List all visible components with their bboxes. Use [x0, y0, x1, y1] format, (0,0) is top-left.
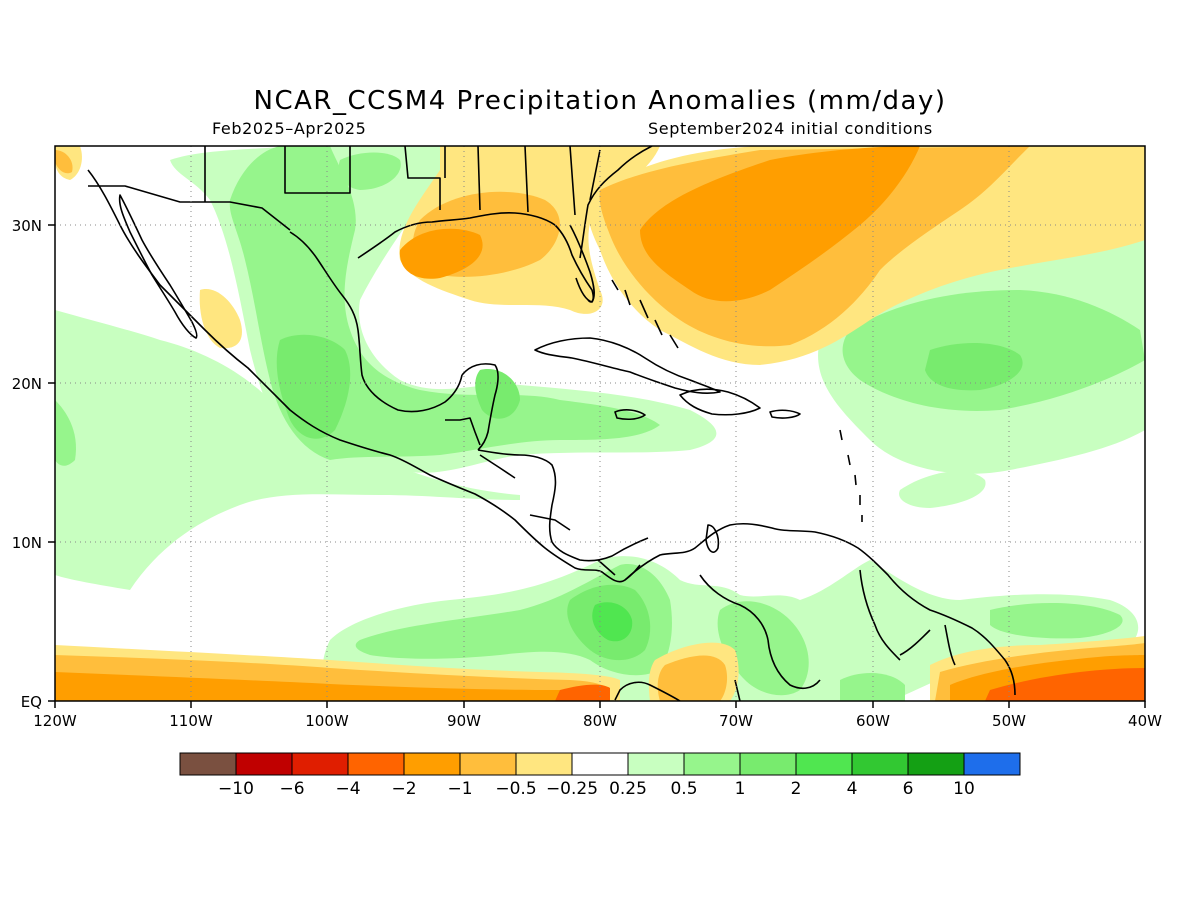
lon-tick-label: 80W	[583, 712, 617, 730]
anomaly-region-green	[717, 601, 809, 696]
anomaly-region-medium-green	[475, 369, 520, 419]
lon-tick-label: 120W	[33, 712, 77, 730]
anomaly-field	[55, 146, 1145, 701]
anomaly-region-yellow-orange	[657, 655, 728, 701]
colorbar-swatch	[459, 752, 517, 776]
anomaly-region-light-green	[899, 471, 986, 508]
map-title: NCAR_CCSM4 Precipitation Anomalies (mm/d…	[253, 86, 947, 116]
lat-axis-labels: EQ 10N 20N 30N	[12, 217, 42, 711]
colorbar-swatch	[403, 752, 461, 776]
lat-tick-label: EQ	[21, 693, 42, 711]
colorbar-label: −6	[279, 779, 304, 799]
anomaly-region-green	[990, 603, 1123, 639]
anomaly-region-orange	[640, 146, 920, 302]
anomaly-region-orange	[399, 228, 483, 279]
colorbar-label: 1	[735, 779, 746, 799]
lon-tick-label: 40W	[1128, 712, 1162, 730]
colorbar-label: 6	[903, 779, 914, 799]
colorbar: −10 −6 −4 −2 −1 −0.5 −0.25 0.25 0.5 1 2 4 6 10	[179, 752, 1021, 799]
lon-tick-label: 70W	[719, 712, 753, 730]
forecast-period: Feb2025–Apr2025	[212, 119, 367, 138]
colorbar-label: 0.25	[609, 779, 647, 799]
colorbar-swatch	[235, 752, 293, 776]
colorbar-label: 10	[953, 779, 975, 799]
colorbar-label: 4	[847, 779, 858, 799]
lon-tick-label: 60W	[856, 712, 890, 730]
colorbar-swatch	[627, 752, 685, 776]
lon-axis-labels: 120W 110W 100W 90W 80W 70W 60W 50W 40W	[33, 712, 1162, 730]
anomaly-region-yellow-orange	[55, 150, 73, 174]
anomaly-region-dark-orange	[985, 668, 1145, 701]
gridlines	[55, 146, 1145, 701]
colorbar-swatch	[571, 752, 629, 776]
coastlines	[87, 146, 1016, 701]
colorbar-swatch	[515, 752, 573, 776]
colorbar-label: −0.25	[546, 779, 598, 799]
lat-tick-label: 20N	[12, 375, 42, 393]
lon-tick-label: 50W	[992, 712, 1026, 730]
anomaly-region-dark-orange	[555, 684, 610, 701]
colorbar-swatch	[291, 752, 349, 776]
anomaly-region-green	[55, 400, 76, 466]
colorbar-swatch	[851, 752, 909, 776]
colorbar-swatch	[907, 752, 965, 776]
colorbar-label: 2	[791, 779, 802, 799]
anomaly-region-light-green	[55, 310, 520, 590]
colorbar-label: −2	[391, 779, 416, 799]
anomaly-region-medium-green	[925, 343, 1023, 391]
colorbar-label: −0.5	[495, 779, 536, 799]
initial-conditions: September2024 initial conditions	[648, 119, 933, 138]
colorbar-swatch	[739, 752, 797, 776]
lon-tick-label: 90W	[447, 712, 481, 730]
colorbar-swatch	[179, 752, 237, 776]
lon-tick-label: 100W	[305, 712, 349, 730]
anomaly-region-green	[338, 152, 401, 190]
lon-tick-label: 110W	[169, 712, 213, 730]
lat-tick-label: 10N	[12, 534, 42, 552]
colorbar-swatch	[683, 752, 741, 776]
axis-ticks	[48, 224, 1146, 708]
anomaly-region-green	[840, 673, 905, 701]
colorbar-label: −10	[218, 779, 254, 799]
colorbar-label: −4	[335, 779, 360, 799]
colorbar-label: 0.5	[670, 779, 697, 799]
lat-tick-label: 30N	[12, 217, 42, 235]
colorbar-swatch	[347, 752, 405, 776]
anomaly-region-light-yellow	[199, 289, 242, 349]
anomaly-region-medium-green	[276, 334, 351, 439]
anomaly-region-strong-green	[592, 602, 633, 642]
colorbar-label: −1	[447, 779, 472, 799]
colorbar-swatch	[963, 752, 1021, 776]
colorbar-swatch	[795, 752, 853, 776]
